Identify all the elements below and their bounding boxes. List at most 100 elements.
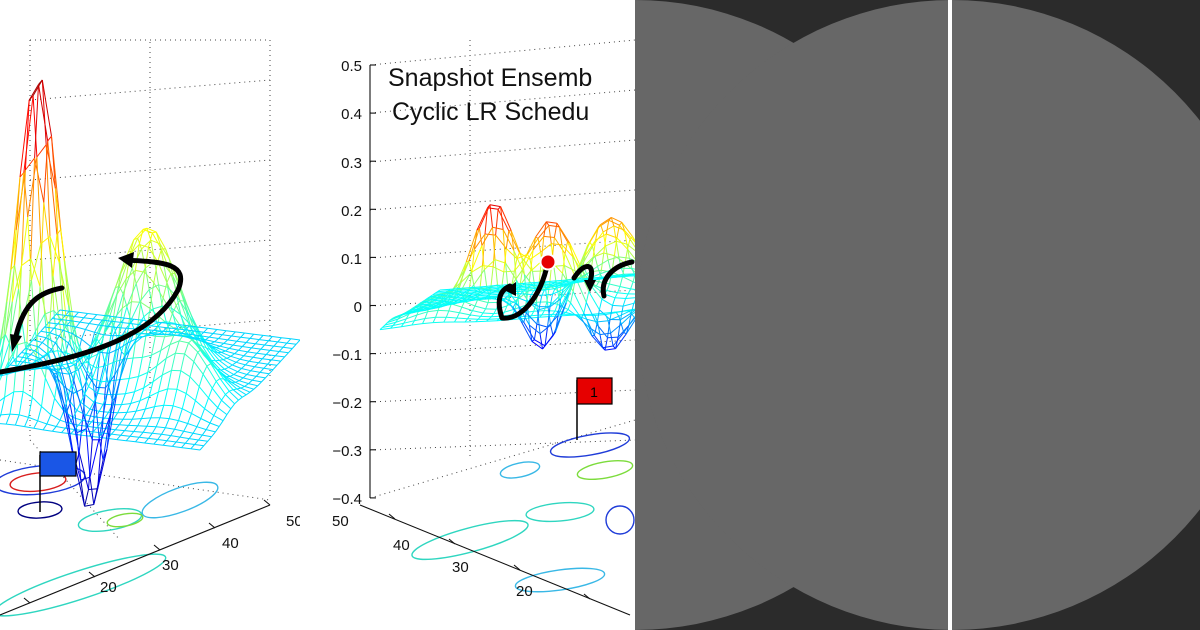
wire-segment — [107, 325, 117, 328]
wire-segment — [205, 422, 211, 430]
wire-segment — [152, 374, 163, 383]
wire-segment — [196, 329, 202, 336]
wire-segment — [99, 351, 110, 354]
wire-segment — [379, 327, 383, 330]
y-axis — [359, 504, 631, 616]
wire-segment — [129, 323, 140, 326]
trajectory-arrows — [496, 259, 635, 321]
wire-segment — [24, 368, 34, 371]
wire-segment — [118, 286, 124, 295]
z-tick-label: 0 — [354, 299, 362, 316]
wire-segment — [185, 393, 196, 401]
wire-segment — [108, 339, 119, 386]
wire-segment — [36, 156, 42, 244]
wire-segment — [411, 320, 415, 326]
wire-segment — [147, 365, 158, 373]
wire-segment — [500, 206, 512, 232]
wire-segment — [533, 324, 538, 340]
wire-segment — [267, 359, 272, 365]
wire-segment — [494, 259, 506, 264]
wire-segment — [135, 400, 141, 412]
wire-segment — [176, 441, 186, 444]
wire-segment — [624, 229, 635, 243]
wire-segment — [525, 287, 537, 290]
wire-segment — [0, 396, 5, 402]
wire-segment — [503, 305, 508, 313]
wire-segment — [34, 84, 39, 159]
contour-lines — [411, 432, 635, 593]
wire-segment — [180, 314, 191, 325]
wire-segment — [161, 322, 171, 325]
wire-segment — [166, 440, 177, 443]
wire-segment — [604, 348, 616, 351]
wire-segment — [549, 298, 561, 308]
wire-segment — [572, 291, 585, 314]
wire-segment — [171, 307, 182, 316]
wire-segment — [84, 393, 95, 403]
wire-segment — [251, 347, 261, 350]
wire-segment — [451, 299, 463, 302]
wire-segment — [103, 334, 114, 337]
wire-segment — [620, 313, 633, 325]
wire-segment — [546, 280, 557, 283]
wire-segment — [232, 340, 238, 346]
wire-segment — [112, 294, 118, 321]
wire-segment — [591, 335, 603, 349]
wire-segment — [176, 388, 187, 394]
wire-segment — [475, 320, 487, 323]
wire-segment — [617, 292, 629, 295]
wire-segment — [76, 432, 82, 481]
wire-segment — [70, 320, 81, 323]
wire-segment — [195, 342, 201, 350]
wire-segment — [605, 240, 617, 247]
wire-segment — [627, 238, 631, 250]
wire-segment — [122, 301, 132, 309]
wire-segment — [77, 355, 88, 375]
wire-segment — [18, 361, 24, 367]
wire-segment — [120, 434, 131, 437]
wire-segment — [517, 285, 521, 300]
wire-segment — [590, 285, 603, 300]
wire-segment — [531, 314, 542, 317]
wire-segment — [171, 308, 176, 324]
wire-segment — [600, 216, 612, 225]
wire-segment — [427, 309, 439, 313]
wire-segment — [258, 362, 268, 365]
wire-segment — [622, 298, 627, 307]
wire-segment — [38, 342, 43, 348]
wire-segment — [189, 325, 199, 328]
wire-segment — [93, 431, 103, 434]
wire-segment — [217, 352, 228, 359]
wire-segment — [34, 350, 45, 358]
wire-segment — [392, 322, 404, 326]
wire-segment — [109, 286, 120, 316]
wire-segment — [448, 295, 460, 298]
wire-segment — [630, 281, 634, 290]
wire-segment — [104, 374, 116, 389]
wire-segment — [607, 256, 619, 261]
wire-segment — [567, 241, 579, 268]
wire-segment — [119, 351, 130, 379]
wire-segment — [567, 241, 571, 244]
wire-segment — [614, 292, 618, 299]
wire-segment — [435, 297, 447, 300]
wire-segment — [390, 325, 394, 329]
wire-segment — [47, 354, 58, 375]
wire-segment — [423, 306, 434, 308]
wire-segment — [239, 380, 249, 385]
wire-segment — [549, 284, 561, 287]
wire-segment — [222, 359, 233, 366]
wire-segment — [414, 318, 426, 322]
y-tick-label: 40 — [393, 537, 410, 554]
wire-segment — [226, 330, 236, 333]
wire-segment — [543, 282, 555, 284]
wire-segment — [221, 394, 226, 401]
wire-segment — [61, 362, 71, 366]
wire-segment — [559, 273, 563, 292]
wire-segment — [545, 289, 549, 308]
wire-segment — [439, 288, 451, 291]
wire-segment — [206, 429, 216, 433]
wire-segment — [428, 302, 439, 305]
wire-segment — [170, 429, 176, 436]
red-flag: 1 — [576, 377, 613, 440]
